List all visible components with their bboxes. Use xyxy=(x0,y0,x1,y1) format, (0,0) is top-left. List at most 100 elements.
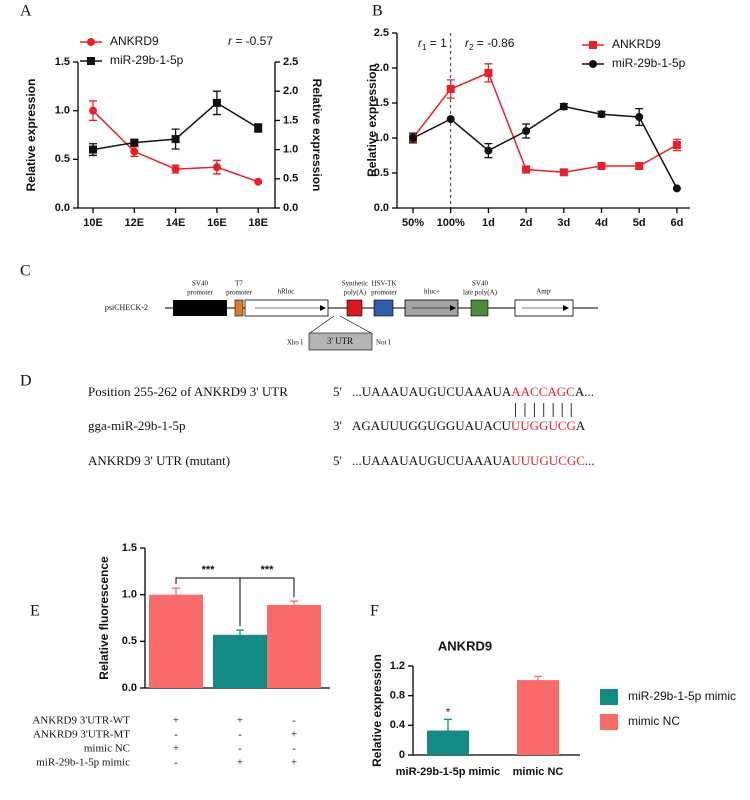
feature-label: SV40 xyxy=(472,280,488,288)
series-line xyxy=(412,105,678,189)
bar xyxy=(149,594,203,688)
condition-sign: - xyxy=(174,757,178,769)
bar xyxy=(267,604,321,688)
marker xyxy=(446,85,455,93)
y-tick-label: 0.5 xyxy=(374,167,389,179)
y-tick-label: 0 xyxy=(399,749,405,761)
panel-letter: B xyxy=(372,3,383,20)
marker xyxy=(522,127,531,135)
annotation-sub: 2 xyxy=(469,43,474,52)
x-tick-label: 14E xyxy=(166,217,186,229)
seq-tail: ... xyxy=(585,453,595,468)
x-tick-label: 2d xyxy=(520,217,533,229)
legend-label: miR-29b-1-5p xyxy=(612,56,686,70)
seq: ...UAAAUAUGUCUAAAUA xyxy=(352,453,512,468)
site-label: Not I xyxy=(376,339,391,347)
feature-label: Synthetic xyxy=(342,280,368,288)
annotation-var: r xyxy=(228,34,233,48)
condition-sign: + xyxy=(173,743,179,755)
marker xyxy=(130,147,139,156)
vector-map: psiCHECK-2 3' UTR Xho I Not I SV40 promot… xyxy=(105,280,598,351)
condition-label: ANKRD9 3'UTR-WT xyxy=(32,715,130,727)
y-tick-label: 0.0 xyxy=(122,682,137,694)
marker xyxy=(484,146,493,155)
feature-label: promoter xyxy=(371,289,397,297)
marker xyxy=(254,177,263,186)
y-axis-label: Relative fluorescence xyxy=(97,556,111,680)
condition-sign: + xyxy=(173,715,179,727)
annotation-text: = -0.57 xyxy=(232,34,273,48)
feature-label: promoter xyxy=(226,289,252,297)
panel-letter: C xyxy=(20,263,31,280)
sequence: ...UAAAUAUGUCUAAAUAUUUGUCGC... xyxy=(352,453,595,468)
annotation-var: r xyxy=(465,36,470,50)
legend-label: ANKRD9 xyxy=(612,37,661,51)
insert-box xyxy=(308,332,373,351)
marker xyxy=(446,115,455,124)
feature-label: promoter xyxy=(187,289,213,297)
legend-marker xyxy=(87,38,95,46)
marker xyxy=(89,145,97,154)
vector-name: psiCHECK-2 xyxy=(105,303,148,312)
marker xyxy=(254,123,263,132)
marker xyxy=(522,165,531,174)
y-tick-label: 1.5 xyxy=(374,97,389,109)
series-line xyxy=(412,71,678,174)
condition-sign: - xyxy=(238,729,242,741)
sequence: AGAUUUGGUGGUAUACUUUGGUCGA xyxy=(352,418,586,433)
condition-sign: + xyxy=(237,757,243,769)
legend-label: ANKRD9 xyxy=(110,34,159,48)
marker xyxy=(672,141,681,149)
condition-sign: - xyxy=(292,715,296,727)
annotation-text: = -0.86 xyxy=(473,36,514,50)
y-tick-label: 1.2 xyxy=(390,660,405,672)
condition-sign: + xyxy=(291,757,297,769)
site-label: Xho I xyxy=(287,339,304,347)
condition-label: miR-29b-1-5p mimic xyxy=(36,757,130,769)
y-tick-label: 2.5 xyxy=(283,56,298,68)
legend-swatch xyxy=(600,714,618,730)
arrowhead xyxy=(450,305,456,311)
marker xyxy=(130,138,139,147)
seq-tail: A xyxy=(576,418,586,433)
marker xyxy=(635,113,644,121)
marker xyxy=(171,135,180,144)
x-tick-label: 4d xyxy=(595,217,608,229)
legend-label: mimic NC xyxy=(628,714,680,728)
y-tick-label: 1.0 xyxy=(55,105,70,117)
feature-label: poly(A) xyxy=(344,289,367,297)
x-tick-label: 10E xyxy=(83,217,103,229)
feature-label: T7 xyxy=(235,280,243,288)
condition-sign: - xyxy=(238,743,242,755)
legend-marker xyxy=(589,60,597,68)
marker xyxy=(171,165,180,174)
y-tick-label: 2.5 xyxy=(374,27,389,39)
annotation-var: r xyxy=(418,36,423,50)
strand-end: 3' xyxy=(333,418,342,433)
condition-sign: + xyxy=(291,729,297,741)
y-axis-label: Relative expression xyxy=(365,64,379,177)
y-tick-label: 1.0 xyxy=(122,589,137,601)
marker xyxy=(484,68,493,77)
panel-letter: A xyxy=(20,3,32,20)
significance-bracket xyxy=(239,577,295,627)
bar xyxy=(517,680,559,755)
annotation: r1 = 1 xyxy=(418,36,447,52)
x-tick-label: 18E xyxy=(248,217,268,229)
hsv-box xyxy=(373,299,394,317)
marker xyxy=(212,98,221,107)
insert-label: 3' UTR xyxy=(327,336,353,346)
condition-label: ANKRD9 3'UTR-MT xyxy=(33,729,130,741)
y-tick-label: 1.0 xyxy=(374,132,389,144)
insert-line xyxy=(339,315,372,334)
panel-letter: D xyxy=(20,373,32,390)
strand-end: 5' xyxy=(333,453,342,468)
feature-label: hluc+ xyxy=(424,288,440,296)
legend-swatch xyxy=(600,689,618,705)
y-tick-label: 0.8 xyxy=(390,690,405,702)
y-tick-label: 1.5 xyxy=(283,114,298,126)
x-tick-label: 100% xyxy=(437,217,465,229)
x-tick-label: 6d xyxy=(670,217,683,229)
annotation-text: = 1 xyxy=(426,36,447,50)
